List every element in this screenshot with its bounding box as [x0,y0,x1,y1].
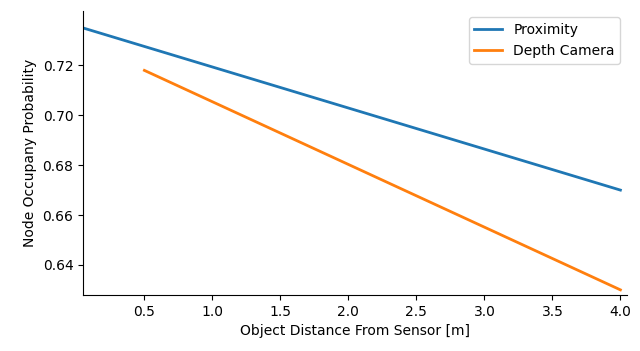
Depth Camera [141,68,148,73]
Proximity [532,163,540,167]
Y-axis label: Node Occupany Probability: Node Occupany Probability [23,59,37,247]
Line: Proximity: Proximity [83,28,620,190]
Depth Camera [432,203,440,207]
Depth Camera [572,267,580,271]
Depth Camera [616,288,624,292]
Legend: Proximity, Depth Camera: Proximity, Depth Camera [468,18,620,64]
Depth Camera [424,199,431,203]
Line: Depth Camera: Depth Camera [145,71,620,290]
X-axis label: Object Distance From Sensor [m]: Object Distance From Sensor [m] [240,324,470,338]
Proximity [399,122,407,127]
Depth Camera [541,253,549,258]
Proximity [566,173,574,177]
Depth Camera [422,198,430,203]
Depth Camera [142,69,150,73]
Proximity [397,122,405,126]
Proximity [408,125,416,129]
Proximity [79,26,87,30]
Proximity [81,26,89,31]
Proximity [616,188,624,192]
